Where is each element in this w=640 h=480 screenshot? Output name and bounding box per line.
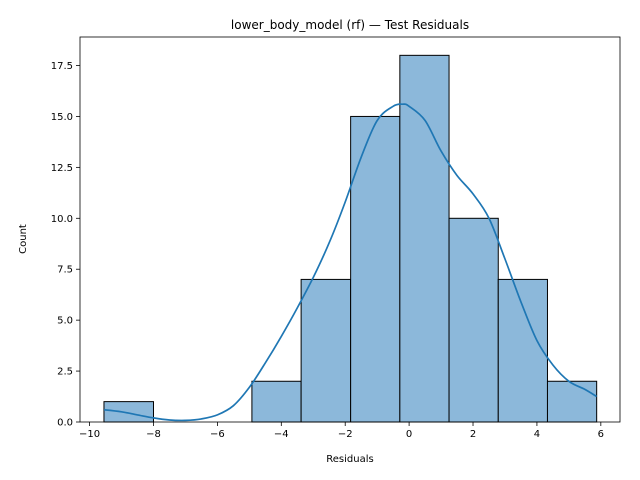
histogram-bar-5 [350,115,401,423]
x-tick-label: 0 [406,429,412,440]
x-tick-label: 6 [598,429,604,440]
histogram-bar-4 [300,278,352,423]
y-tick-label: 15.0 [51,112,73,123]
y-tick-label: 5.0 [57,316,73,327]
x-tick-label: 4 [534,429,540,440]
x-tick-label: 2 [470,429,476,440]
histogram-bar-8 [497,278,548,423]
x-axis-label: Residuals [326,454,373,465]
kde-curve [103,103,598,422]
y-tick-label: 2.5 [57,367,73,378]
x-tick-label: −2 [338,429,353,440]
y-tick-label: 7.5 [57,265,73,276]
x-axis-ticks: −10 −8 −6 −4 −2 0 2 4 6 [79,422,604,440]
y-tick-label: 17.5 [51,61,73,72]
histogram-bar-0 [103,401,154,423]
y-axis-ticks: 0.0 2.5 5.0 7.5 10.0 12.5 15.0 17.5 [51,61,80,429]
chart-title: lower_body_model (rf) — Test Residuals [231,18,469,32]
axes-frame [79,36,621,423]
y-tick-label: 0.0 [57,418,73,429]
x-tick-label: −8 [146,429,161,440]
x-tick-label: −6 [210,429,225,440]
y-tick-label: 10.0 [51,214,73,225]
histogram-bar-9 [546,380,598,423]
histogram-bars [103,54,598,423]
y-axis-label: Count [18,224,29,254]
x-tick-label: −4 [274,429,289,440]
x-tick-label: −10 [79,429,100,440]
histogram-bar-3 [251,380,302,423]
histogram-bar-6 [399,54,450,423]
y-tick-label: 12.5 [51,163,73,174]
histogram-bar-7 [448,217,499,423]
